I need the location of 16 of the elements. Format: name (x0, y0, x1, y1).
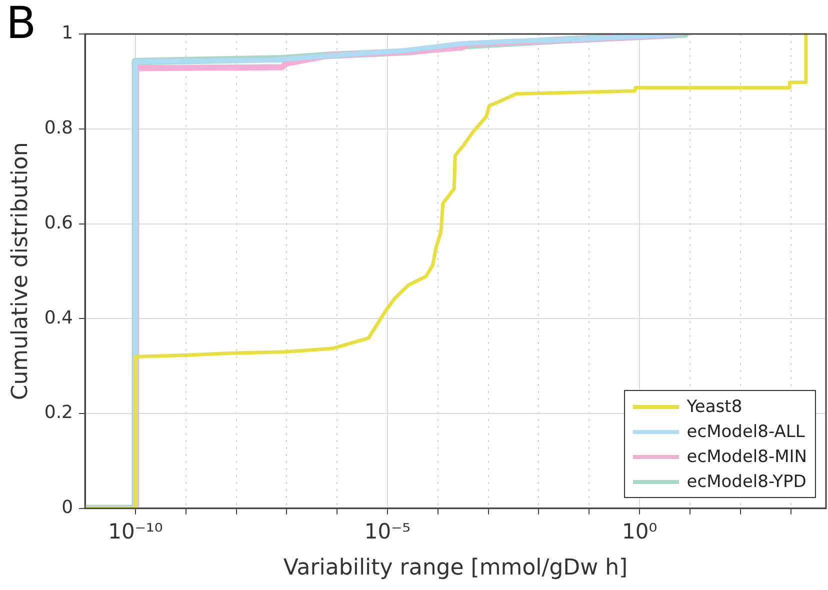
y-tick-label: 1 (62, 22, 74, 44)
legend-label: ecModel8-MIN (686, 446, 807, 467)
x-tick-label: 10⁻¹⁰ (108, 519, 163, 544)
x-tick-label: 10⁻⁵ (364, 519, 411, 544)
y-tick-label: 0.6 (44, 212, 74, 234)
y-axis-title: Cumulative distribution (8, 142, 33, 400)
x-tick-label: 10⁰ (622, 519, 658, 544)
y-tick-label: 0.8 (44, 118, 74, 139)
legend-label: ecModel8-YPD (686, 472, 806, 492)
y-tick-label: 0.4 (44, 307, 74, 328)
y-tick-label: 0 (62, 497, 74, 518)
text: B (6, 0, 36, 49)
legend-label: ecModel8-ALL (686, 422, 805, 442)
legend-label: Yeast8 (686, 396, 742, 417)
x-axis-title: Variability range [mmol/gDw h] (283, 556, 628, 581)
y-tick-label: 0.2 (44, 402, 74, 424)
